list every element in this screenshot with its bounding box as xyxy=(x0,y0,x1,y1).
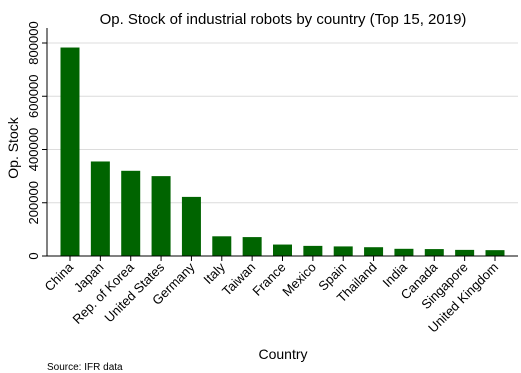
gridlines xyxy=(47,42,518,257)
y-axis: 0 200000 400000 600000 800000 xyxy=(26,21,48,260)
bar xyxy=(424,249,444,256)
bar xyxy=(181,196,201,256)
bar xyxy=(364,247,384,256)
bar xyxy=(90,161,110,256)
x-tick-label: Mexico xyxy=(279,260,319,300)
bar xyxy=(455,249,475,256)
bar xyxy=(333,246,353,256)
y-tick-label: 800000 xyxy=(26,21,41,64)
source-note: Source: IFR data xyxy=(47,362,123,373)
y-axis-title: Op. Stock xyxy=(5,116,21,178)
y-tick-label: 400000 xyxy=(26,128,41,171)
bar xyxy=(121,170,141,256)
bar xyxy=(273,244,292,256)
bar xyxy=(242,237,262,256)
y-tick-label: 600000 xyxy=(26,75,41,118)
chart-title: Op. Stock of industrial robots by countr… xyxy=(100,11,467,28)
bar xyxy=(485,250,505,256)
bar xyxy=(303,245,323,256)
bar xyxy=(151,176,171,256)
bar xyxy=(212,236,232,256)
x-axis-title: Country xyxy=(258,346,307,362)
y-tick-label: 200000 xyxy=(26,181,41,224)
bar xyxy=(394,248,414,256)
y-tick-label: 0 xyxy=(26,252,41,259)
bars xyxy=(60,47,505,257)
bar xyxy=(60,47,80,257)
x-tick-label: Taiwan xyxy=(219,260,258,299)
x-tick-label: China xyxy=(41,259,76,294)
